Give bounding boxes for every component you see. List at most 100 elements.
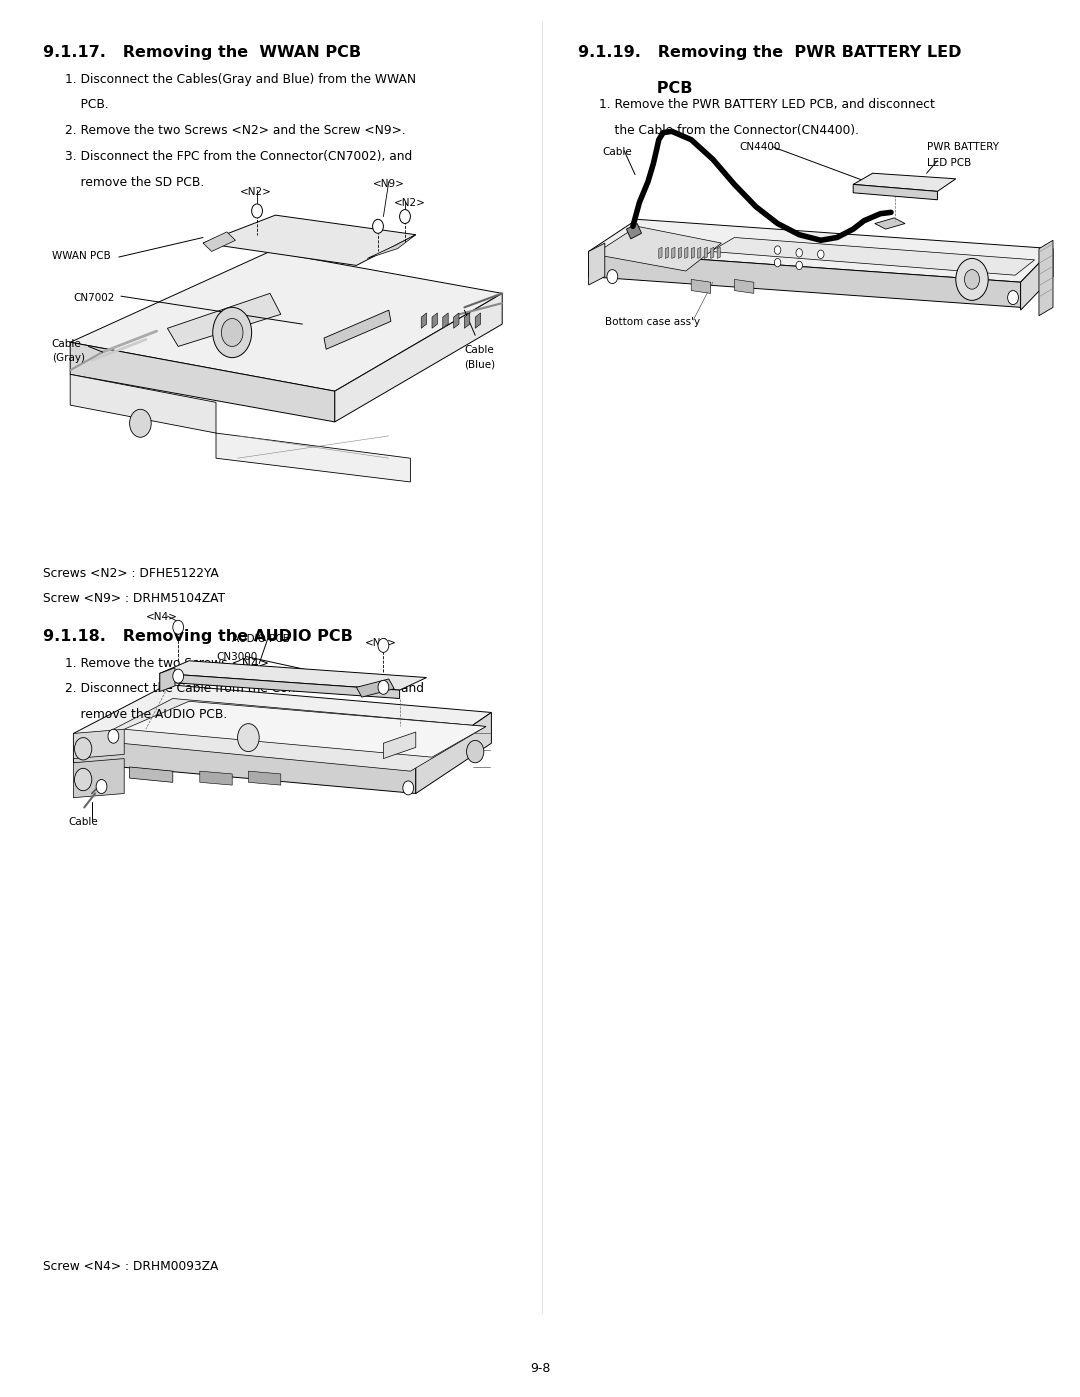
Text: 1. Remove the two Screws <N4>.: 1. Remove the two Screws <N4>.	[65, 657, 272, 669]
Circle shape	[400, 210, 410, 224]
Text: Bottom case ass'y: Bottom case ass'y	[605, 317, 700, 327]
Polygon shape	[717, 247, 720, 258]
Polygon shape	[704, 247, 707, 258]
Circle shape	[252, 204, 262, 218]
Text: 9.1.17.   Removing the  WWAN PCB: 9.1.17. Removing the WWAN PCB	[43, 45, 362, 60]
Polygon shape	[685, 247, 688, 258]
Text: Screw <N9> : DRHM5104ZAT: Screw <N9> : DRHM5104ZAT	[43, 592, 226, 605]
Polygon shape	[200, 771, 232, 785]
Polygon shape	[324, 310, 391, 349]
Circle shape	[774, 258, 781, 267]
Text: 9.1.18.   Removing the AUDIO PCB: 9.1.18. Removing the AUDIO PCB	[43, 629, 353, 644]
Text: Cable: Cable	[464, 345, 495, 355]
Circle shape	[173, 669, 184, 683]
Text: <N4>: <N4>	[365, 638, 397, 648]
Circle shape	[173, 620, 184, 634]
Polygon shape	[432, 313, 437, 328]
Polygon shape	[711, 237, 1035, 275]
Circle shape	[75, 768, 92, 791]
Circle shape	[378, 638, 389, 652]
Polygon shape	[335, 293, 502, 422]
Polygon shape	[691, 247, 694, 258]
Polygon shape	[73, 733, 416, 793]
Polygon shape	[124, 701, 486, 757]
Polygon shape	[1039, 240, 1053, 316]
Polygon shape	[454, 313, 459, 328]
Polygon shape	[73, 685, 491, 764]
Circle shape	[796, 249, 802, 257]
Polygon shape	[356, 679, 394, 697]
Polygon shape	[248, 771, 281, 785]
Text: 1. Disconnect the Cables(Gray and Blue) from the WWAN: 1. Disconnect the Cables(Gray and Blue) …	[65, 73, 416, 85]
Polygon shape	[589, 251, 1021, 307]
Polygon shape	[589, 243, 605, 285]
Polygon shape	[70, 374, 216, 433]
Text: PCB.: PCB.	[65, 98, 109, 112]
Text: 1. Remove the PWR BATTERY LED PCB, and disconnect: 1. Remove the PWR BATTERY LED PCB, and d…	[599, 98, 935, 110]
Polygon shape	[203, 232, 235, 251]
Circle shape	[956, 258, 988, 300]
Polygon shape	[1021, 249, 1053, 310]
Text: AUDIO PCB: AUDIO PCB	[232, 634, 291, 644]
Polygon shape	[691, 279, 711, 293]
Text: PCB: PCB	[578, 81, 692, 96]
Text: remove the AUDIO PCB.: remove the AUDIO PCB.	[65, 708, 227, 721]
Text: Cable: Cable	[68, 817, 98, 827]
Polygon shape	[711, 247, 714, 258]
Circle shape	[1008, 291, 1018, 305]
Polygon shape	[160, 673, 400, 698]
Text: Screws <N2> : DFHE5122YA: Screws <N2> : DFHE5122YA	[43, 567, 219, 580]
Circle shape	[403, 781, 414, 795]
Text: CN4400: CN4400	[740, 142, 781, 152]
Circle shape	[774, 246, 781, 254]
Polygon shape	[70, 251, 502, 391]
Text: <N2>: <N2>	[240, 187, 272, 197]
Polygon shape	[70, 342, 335, 422]
Polygon shape	[659, 247, 662, 258]
Text: 2. Disconnect the Cable from the Connector(CN3000), and: 2. Disconnect the Cable from the Connect…	[65, 683, 423, 696]
Text: <N4>: <N4>	[146, 612, 178, 622]
Circle shape	[213, 307, 252, 358]
Circle shape	[378, 680, 389, 694]
Text: CN7002: CN7002	[73, 293, 114, 303]
Polygon shape	[203, 215, 416, 265]
Text: the Cable from the Connector(CN4400).: the Cable from the Connector(CN4400).	[599, 123, 860, 137]
Circle shape	[607, 270, 618, 284]
Text: Cable: Cable	[52, 339, 82, 349]
Polygon shape	[594, 226, 721, 271]
Circle shape	[467, 740, 484, 763]
Text: 9.1.19.   Removing the  PWR BATTERY LED: 9.1.19. Removing the PWR BATTERY LED	[578, 45, 961, 60]
Polygon shape	[626, 224, 642, 239]
Text: (Gray): (Gray)	[52, 353, 85, 363]
Polygon shape	[672, 247, 675, 258]
Circle shape	[373, 219, 383, 233]
Polygon shape	[416, 712, 491, 793]
Polygon shape	[167, 293, 281, 346]
Polygon shape	[383, 732, 416, 759]
Polygon shape	[853, 184, 937, 200]
Polygon shape	[130, 767, 173, 782]
Polygon shape	[475, 313, 481, 328]
Polygon shape	[443, 313, 448, 328]
Text: remove the SD PCB.: remove the SD PCB.	[65, 176, 204, 189]
Circle shape	[238, 724, 259, 752]
Text: 9-8: 9-8	[530, 1362, 550, 1375]
Polygon shape	[367, 235, 416, 258]
Circle shape	[108, 729, 119, 743]
Text: WWAN PCB: WWAN PCB	[52, 251, 110, 261]
Polygon shape	[678, 247, 681, 258]
Polygon shape	[464, 313, 470, 328]
Circle shape	[964, 270, 980, 289]
Text: Screw <N4> : DRHM0093ZA: Screw <N4> : DRHM0093ZA	[43, 1260, 218, 1273]
Polygon shape	[421, 313, 427, 328]
Polygon shape	[698, 247, 701, 258]
Circle shape	[75, 738, 92, 760]
Polygon shape	[589, 219, 1053, 282]
Polygon shape	[216, 433, 410, 482]
Polygon shape	[92, 698, 486, 771]
Polygon shape	[160, 661, 427, 690]
Text: (Blue): (Blue)	[464, 359, 496, 369]
Polygon shape	[853, 173, 956, 191]
Text: CN3000: CN3000	[216, 652, 257, 662]
Circle shape	[96, 780, 107, 793]
